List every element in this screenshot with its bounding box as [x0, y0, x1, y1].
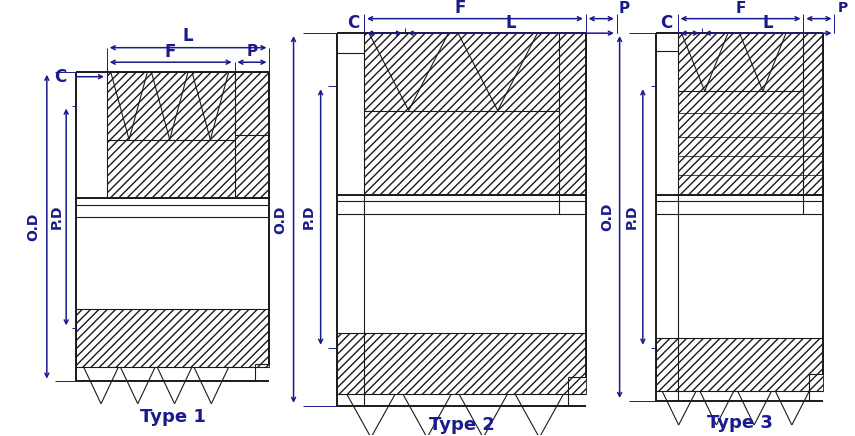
- Text: P: P: [246, 44, 257, 59]
- Text: O.D: O.D: [273, 205, 287, 234]
- Text: Type 1: Type 1: [139, 408, 205, 426]
- Text: Type 2: Type 2: [429, 416, 495, 434]
- Text: C: C: [347, 14, 359, 31]
- Text: P: P: [838, 1, 848, 15]
- Text: C: C: [661, 14, 673, 31]
- Text: L: L: [183, 27, 193, 45]
- Text: Type 3: Type 3: [707, 414, 773, 432]
- Text: L: L: [505, 14, 516, 31]
- Text: L: L: [763, 14, 774, 31]
- Text: F: F: [735, 0, 746, 16]
- Text: P.D: P.D: [50, 205, 63, 229]
- Text: F: F: [165, 43, 176, 61]
- Text: C: C: [54, 68, 66, 86]
- Text: O.D: O.D: [27, 212, 40, 241]
- Text: O.D: O.D: [600, 203, 614, 231]
- Text: P.D: P.D: [625, 205, 640, 229]
- Text: P.D: P.D: [302, 205, 316, 229]
- Text: F: F: [455, 0, 466, 17]
- Text: P: P: [619, 0, 630, 16]
